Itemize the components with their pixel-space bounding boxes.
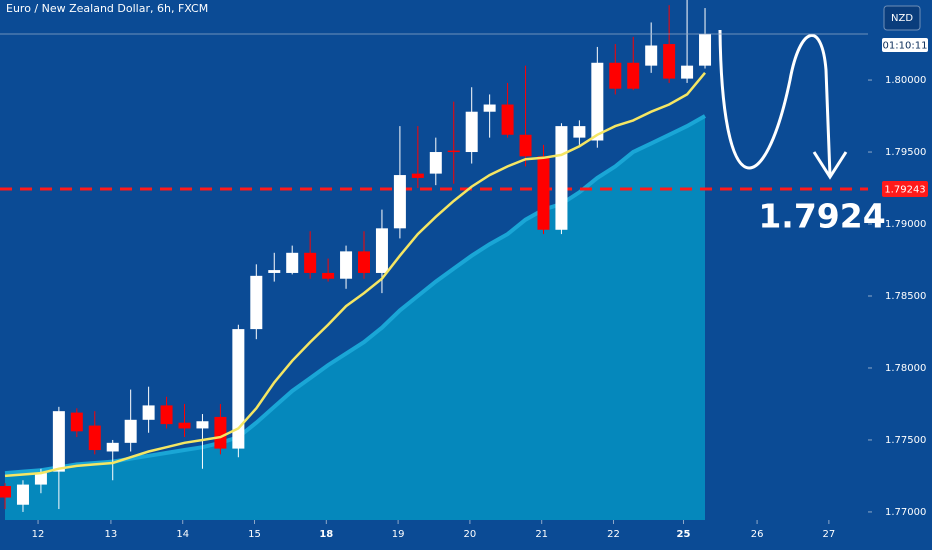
- candle-body: [142, 405, 155, 420]
- candle-body: [214, 416, 227, 449]
- x-tick-label: 14: [176, 529, 189, 540]
- candle-body: [573, 126, 586, 138]
- forecast-arrow: [718, 29, 832, 177]
- level-label-box: [882, 181, 928, 198]
- y-tick-label: 1.78000: [885, 363, 926, 374]
- candle-body: [699, 33, 712, 66]
- countdown: 01:10:11: [883, 41, 928, 52]
- x-tick-label: 20: [464, 529, 477, 540]
- countdown-box: [882, 38, 928, 52]
- candle-body: [34, 473, 47, 485]
- candle-body: [0, 486, 12, 498]
- x-tick-label: 12: [32, 529, 45, 540]
- candle-body: [304, 252, 317, 273]
- chart-title: Euro / New Zealand Dollar, 6h, FXCM: [6, 2, 208, 15]
- y-tick-label: 1.77000: [885, 507, 926, 518]
- x-tick-label: 26: [751, 529, 764, 540]
- candle-body: [196, 421, 209, 429]
- candle-body: [232, 329, 245, 449]
- candle-body: [447, 150, 460, 153]
- candle-body: [106, 442, 119, 452]
- x-tick-label: 27: [823, 529, 836, 540]
- x-tick-label: 13: [105, 529, 118, 540]
- x-tick-label: 15: [248, 529, 261, 540]
- candle-body: [681, 65, 694, 79]
- currency: NZD: [891, 13, 913, 24]
- level-label: 1.79243: [884, 185, 925, 196]
- candle-body: [268, 270, 281, 273]
- x-tick-label: 18: [319, 529, 333, 540]
- candle-body: [411, 173, 424, 178]
- y-tick-label: 1.79500: [885, 147, 926, 158]
- candle-body: [358, 251, 370, 273]
- candle-body: [322, 272, 335, 279]
- candle-body: [178, 422, 191, 429]
- candle-body: [609, 62, 622, 89]
- candle-body: [537, 156, 550, 230]
- candle-body: [160, 405, 173, 425]
- moving-average: [4, 72, 706, 478]
- candle-body: [124, 419, 137, 443]
- candle-body: [501, 104, 514, 135]
- x-tick-label: 19: [392, 529, 405, 540]
- candle-body: [16, 484, 29, 505]
- candle-body: [375, 228, 388, 273]
- level-annotation: 1.7924: [758, 197, 885, 236]
- y-tick-label: 1.79000: [885, 219, 926, 230]
- candle-body: [250, 275, 263, 330]
- candle-body: [88, 425, 101, 451]
- x-tick-label: 22: [607, 529, 620, 540]
- x-tick-label: 21: [535, 529, 548, 540]
- plot-area: [0, 0, 868, 520]
- y-tick-label: 1.78500: [885, 291, 926, 302]
- candle-body: [52, 411, 65, 472]
- arrow-head: [812, 151, 848, 180]
- candle-body: [483, 104, 496, 112]
- candle-body: [286, 252, 299, 273]
- candle-body: [519, 134, 532, 157]
- area: [5, 116, 705, 520]
- candle-body: [645, 45, 658, 66]
- candle-body: [591, 62, 604, 141]
- candle-body: [429, 152, 442, 174]
- candle-body: [465, 111, 478, 153]
- y-tick-label: 1.77500: [885, 435, 926, 446]
- y-tick-label: 1.80000: [885, 75, 926, 86]
- currency-box: [883, 5, 921, 31]
- candle-body: [340, 251, 353, 279]
- candle-body: [555, 126, 568, 230]
- candle-body: [70, 412, 83, 432]
- candle-body: [393, 175, 406, 229]
- candle-body: [627, 62, 640, 89]
- x-tick-label: 25: [677, 529, 691, 540]
- candle-body: [663, 44, 676, 79]
